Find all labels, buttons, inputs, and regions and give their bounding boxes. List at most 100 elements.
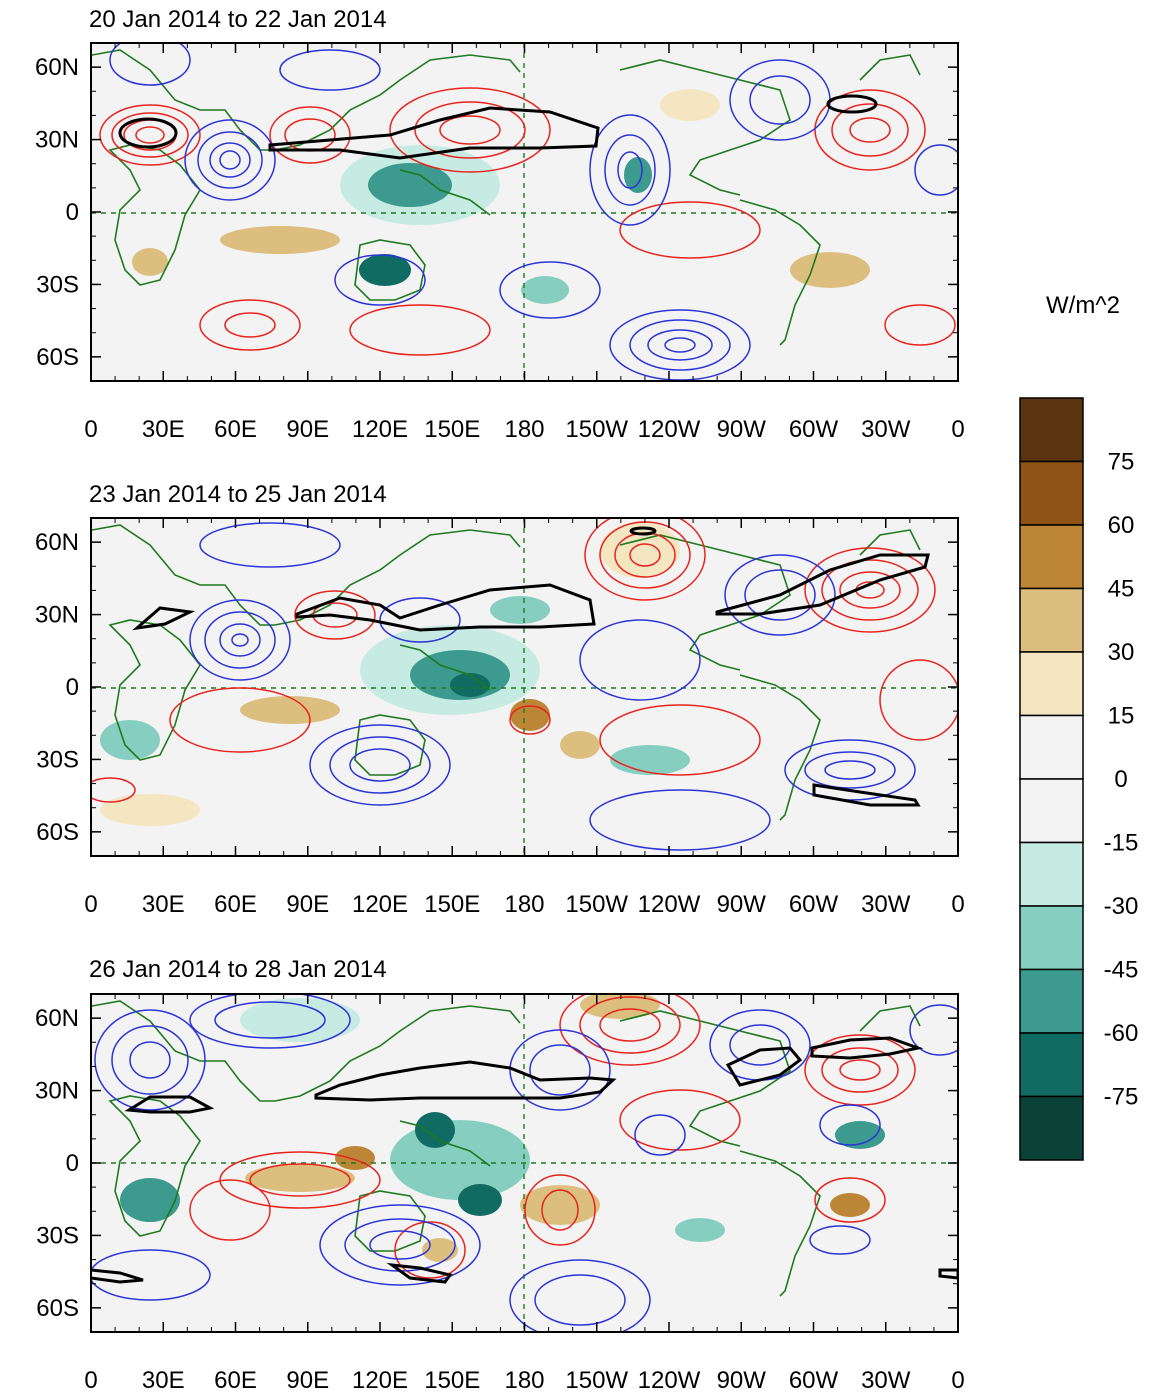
coastlines [91, 49, 921, 346]
olr-negative-anomaly [835, 1121, 885, 1149]
olr-negative-anomaly [240, 998, 360, 1042]
thick-contours [91, 1036, 958, 1284]
lat-tick-label: 0 [66, 674, 79, 701]
lat-tick-label: 0 [66, 1150, 79, 1177]
olr-positive-anomaly [510, 699, 550, 731]
lon-tick-label: 150E [424, 891, 480, 918]
colorbar-label: 75 [1108, 449, 1135, 476]
lon-tick-label: 60W [789, 1367, 839, 1393]
lon-tick-label: 180 [504, 416, 544, 443]
colorbar-box [1019, 397, 1084, 463]
colorbar-box [1019, 524, 1084, 590]
panel-title: 20 Jan 2014 to 22 Jan 2014 [89, 6, 387, 33]
lat-tick-label: 30S [36, 746, 79, 773]
lat-axis: 60N 30N 0 30S 60S [35, 1005, 79, 1322]
lon-tick-label: 0 [84, 1367, 97, 1393]
lon-tick-label: 0 [951, 416, 964, 443]
lon-tick-label: 90W [717, 416, 767, 443]
lon-tick-label: 90W [717, 1367, 767, 1393]
colorbar-box [1019, 968, 1084, 1034]
lon-tick-label: 180 [504, 1367, 544, 1393]
lon-tick-label: 30W [861, 891, 911, 918]
colorbar-label: -75 [1104, 1084, 1139, 1111]
olr-positive-anomaly [790, 252, 870, 288]
olr-positive-anomaly [830, 1193, 870, 1217]
colorbar-labels: 75 60 45 30 15 0 -15 -30 -45 -60 -75 [1104, 449, 1139, 1111]
lon-axis: 0 30E 60E 90E 120E 150E 180 150W 120W 90W 60W 30W 0 [84, 416, 964, 443]
colorbar-unit: W/m^2 [1046, 292, 1120, 319]
lon-tick-label: 30W [861, 416, 911, 443]
olr-negative-anomaly [675, 1218, 725, 1242]
colorbar-label: 60 [1108, 512, 1135, 539]
lon-tick-label: 120W [638, 1367, 701, 1393]
colorbar-box [1019, 1032, 1084, 1098]
lat-axis: 60N 30N 0 30S 60S [35, 529, 79, 846]
lon-tick-label: 120E [352, 891, 408, 918]
colorbar-boxes [1019, 397, 1084, 1161]
lon-tick-label: 180 [504, 891, 544, 918]
thick-contours [132, 526, 930, 807]
lon-tick-label: 150W [565, 1367, 628, 1393]
olr-negative-anomaly [100, 720, 160, 760]
panel-title: 23 Jan 2014 to 25 Jan 2014 [89, 481, 387, 508]
olr-positive-anomaly [100, 794, 200, 826]
lat-tick-label: 60N [35, 54, 79, 81]
olr-negative-anomaly [415, 1112, 455, 1148]
map-field [91, 43, 958, 381]
lon-tick-label: 30W [861, 1367, 911, 1393]
lon-tick-label: 0 [84, 891, 97, 918]
lon-tick-label: 90E [286, 416, 329, 443]
lat-axis: 60N 30N 0 30S 60S [35, 54, 79, 371]
olr-negative-anomaly [450, 673, 490, 697]
lon-tick-label: 30E [142, 1367, 185, 1393]
olr-negative-anomaly [490, 596, 550, 624]
lon-tick-label: 0 [951, 1367, 964, 1393]
olr-positive-anomaly [132, 248, 168, 276]
lon-tick-label: 150W [565, 416, 628, 443]
reference-lines [91, 43, 958, 381]
map-panel-2: 23 Jan 2014 to 25 Jan 2014 [35, 481, 965, 918]
lon-tick-label: 150W [565, 891, 628, 918]
lon-tick-label: 90E [286, 1367, 329, 1393]
colorbar-box [1019, 1095, 1084, 1161]
lon-tick-label: 150E [424, 1367, 480, 1393]
axis-ticks [90, 993, 959, 1333]
colorbar-box [1019, 905, 1084, 971]
lon-tick-label: 60E [214, 416, 257, 443]
negative-contours [189, 522, 916, 851]
olr-negative-anomaly [390, 1120, 530, 1200]
lon-tick-label: 120W [638, 891, 701, 918]
lon-tick-label: 30E [142, 416, 185, 443]
lon-tick-label: 150E [424, 416, 480, 443]
thick-contours [118, 94, 878, 160]
colorbar-box [1019, 587, 1084, 653]
map-panel-3: 26 Jan 2014 to 28 Jan 2014 [35, 956, 965, 1394]
olr-negative-anomaly [359, 254, 411, 286]
lat-tick-label: 60N [35, 1005, 79, 1032]
colorbar-box [1019, 651, 1084, 717]
lat-tick-label: 60N [35, 529, 79, 556]
lon-tick-label: 60W [789, 416, 839, 443]
lat-tick-label: 0 [66, 199, 79, 226]
colorbar-box [1019, 778, 1084, 844]
lon-tick-label: 60E [214, 891, 257, 918]
lon-tick-label: 60W [789, 891, 839, 918]
olr-positive-anomaly [580, 994, 660, 1019]
coastlines [91, 1000, 921, 1297]
colorbar-label: -60 [1104, 1020, 1139, 1047]
lat-tick-label: 60S [36, 819, 79, 846]
olr-positive-anomaly [240, 696, 340, 724]
olr-negative-anomaly [624, 157, 652, 193]
olr-negative-anomaly [120, 1178, 180, 1222]
axis-ticks [90, 42, 959, 382]
lon-axis: 0 30E 60E 90E 120E 150E 180 150W 120W 90W 60W 30W 0 [84, 891, 964, 918]
colorbar-box [1019, 460, 1084, 526]
colorbar-label: 0 [1114, 766, 1127, 793]
lon-tick-label: 120E [352, 416, 408, 443]
olr-negative-anomaly [521, 276, 569, 304]
colorbar-label: -45 [1104, 957, 1139, 984]
map-panel-1: 20 Jan 2014 to 22 Jan 2014 [35, 6, 965, 443]
lon-tick-label: 0 [951, 891, 964, 918]
positive-contours [189, 994, 916, 1279]
map-field [91, 518, 958, 856]
